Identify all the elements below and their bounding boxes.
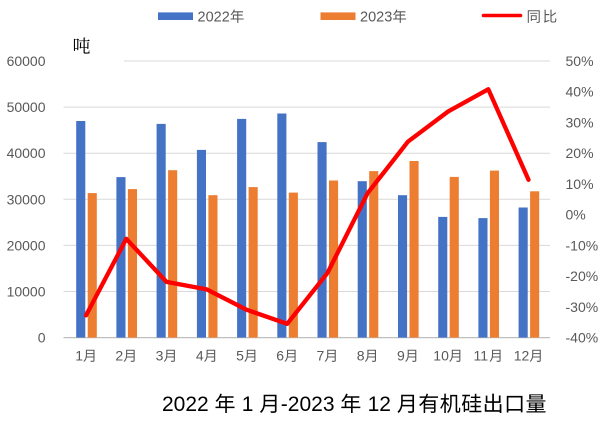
svg-text:6: 6 [276, 347, 284, 363]
svg-text:30000: 30000 [7, 191, 46, 207]
svg-text:50000: 50000 [7, 99, 46, 115]
svg-text:-40%: -40% [566, 330, 599, 346]
svg-text:12: 12 [368, 393, 391, 416]
svg-text:50%: 50% [566, 53, 594, 69]
svg-text:1: 1 [242, 393, 254, 416]
svg-text:5: 5 [236, 347, 244, 363]
svg-text:7: 7 [317, 347, 325, 363]
svg-text:3: 3 [156, 347, 164, 363]
svg-text:2022: 2022 [198, 9, 230, 25]
svg-text:2023: 2023 [360, 9, 392, 25]
svg-text:30%: 30% [566, 115, 594, 131]
svg-text:-20%: -20% [566, 268, 599, 284]
svg-text:9: 9 [397, 347, 405, 363]
svg-text:1: 1 [75, 347, 83, 363]
svg-text:-: - [281, 393, 288, 416]
svg-text:-10%: -10% [566, 237, 599, 253]
svg-text:-30%: -30% [566, 299, 599, 315]
svg-text:8: 8 [357, 347, 365, 363]
svg-text:2022: 2022 [162, 393, 209, 416]
svg-text:12: 12 [514, 347, 530, 363]
svg-text:2: 2 [115, 347, 123, 363]
svg-text:20000: 20000 [7, 237, 46, 253]
svg-text:11: 11 [474, 347, 489, 363]
svg-text:10: 10 [433, 347, 449, 363]
svg-text:60000: 60000 [7, 53, 46, 69]
svg-text:0: 0 [38, 330, 46, 346]
svg-text:20%: 20% [566, 145, 594, 161]
svg-text:2023: 2023 [288, 393, 335, 416]
svg-text:0%: 0% [566, 207, 586, 223]
svg-text:40000: 40000 [7, 145, 46, 161]
svg-text:40%: 40% [566, 84, 594, 100]
svg-text:10000: 10000 [7, 284, 46, 300]
svg-text:10%: 10% [566, 176, 594, 192]
svg-text:4: 4 [196, 347, 204, 363]
